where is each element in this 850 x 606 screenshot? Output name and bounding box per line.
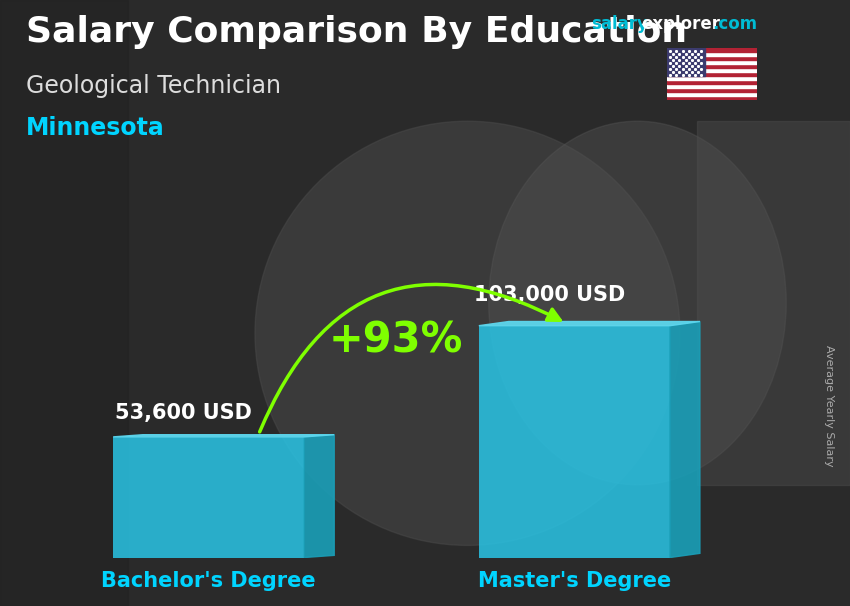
- Text: +93%: +93%: [329, 320, 463, 362]
- Bar: [667, 84, 756, 88]
- Bar: [667, 72, 756, 76]
- Text: salary: salary: [591, 15, 648, 33]
- Bar: [667, 80, 756, 84]
- Bar: [479, 325, 670, 558]
- Polygon shape: [113, 435, 334, 437]
- Bar: [667, 48, 756, 53]
- Bar: [667, 64, 756, 68]
- Polygon shape: [479, 322, 700, 325]
- Bar: [667, 56, 756, 61]
- Bar: [667, 48, 705, 76]
- Polygon shape: [670, 322, 700, 558]
- Bar: [667, 88, 756, 92]
- Bar: [667, 92, 756, 96]
- Ellipse shape: [489, 121, 786, 485]
- Bar: [113, 437, 304, 558]
- Text: 103,000 USD: 103,000 USD: [473, 285, 625, 305]
- Bar: [697, 121, 850, 485]
- Bar: [0, 0, 128, 606]
- Polygon shape: [304, 435, 334, 558]
- Bar: [667, 68, 756, 72]
- Text: 53,600 USD: 53,600 USD: [116, 403, 252, 423]
- Ellipse shape: [255, 121, 680, 545]
- Bar: [667, 53, 756, 56]
- Text: explorer: explorer: [642, 15, 721, 33]
- Bar: [667, 61, 756, 64]
- Text: Average Yearly Salary: Average Yearly Salary: [824, 345, 834, 467]
- Text: .com: .com: [712, 15, 757, 33]
- Bar: [667, 76, 756, 80]
- Text: Minnesota: Minnesota: [26, 116, 164, 141]
- Text: Geological Technician: Geological Technician: [26, 74, 280, 98]
- Bar: [667, 96, 756, 100]
- Text: Salary Comparison By Education: Salary Comparison By Education: [26, 15, 687, 49]
